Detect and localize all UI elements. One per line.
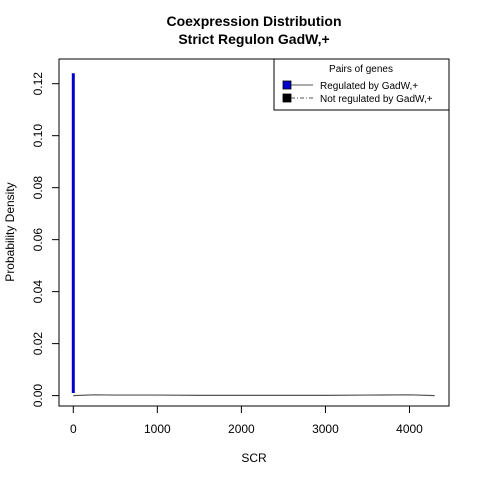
y-tick-label: 0.00 bbox=[31, 384, 45, 408]
y-tick-label: 0.04 bbox=[31, 280, 45, 304]
series-layer bbox=[71, 73, 435, 397]
x-axis-label: SCR bbox=[241, 451, 267, 465]
legend-label-not-regulated: Not regulated by GadW,+ bbox=[320, 94, 433, 105]
legend-swatch-regulated bbox=[282, 80, 292, 90]
y-tick-label: 0.02 bbox=[31, 332, 45, 356]
x-tick-label: 3000 bbox=[312, 422, 339, 436]
chart-title: Coexpression Distribution bbox=[166, 13, 341, 29]
x-axis: 0 1000 2000 3000 4000 bbox=[70, 405, 423, 436]
plot-area bbox=[58, 58, 450, 407]
y-axis: 0.00 0.02 0.04 0.06 0.08 0.10 0.12 bbox=[31, 72, 60, 408]
series-not-regulated-line bbox=[73, 394, 435, 397]
legend-label-regulated: Regulated by GadW,+ bbox=[320, 81, 418, 92]
x-tick-label: 0 bbox=[70, 422, 77, 436]
legend: Pairs of genes Regulated by GadW,+ Not r… bbox=[273, 58, 450, 111]
x-tick-label: 4000 bbox=[396, 422, 423, 436]
y-tick-label: 0.12 bbox=[31, 72, 45, 96]
legend-title: Pairs of genes bbox=[329, 64, 393, 75]
y-tick-label: 0.06 bbox=[31, 228, 45, 252]
y-tick-label: 0.10 bbox=[31, 124, 45, 148]
chart-subtitle: Strict Regulon GadW,+ bbox=[178, 31, 329, 47]
x-tick-label: 1000 bbox=[144, 422, 171, 436]
x-tick-label: 2000 bbox=[228, 422, 255, 436]
y-tick-label: 0.08 bbox=[31, 176, 45, 200]
legend-swatch-not-regulated bbox=[282, 93, 292, 103]
y-axis-label: Probability Density bbox=[3, 182, 17, 281]
